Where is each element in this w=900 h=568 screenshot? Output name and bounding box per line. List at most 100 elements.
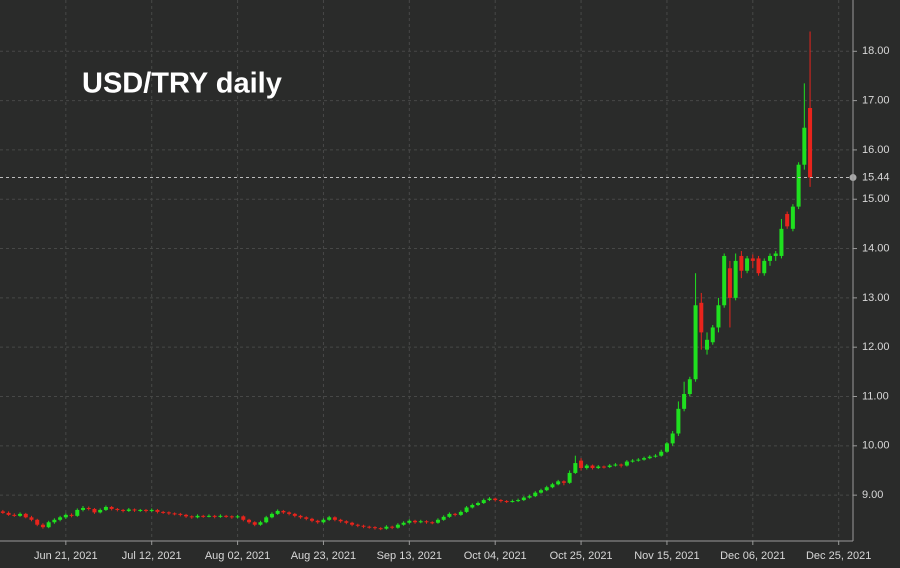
candle-body xyxy=(235,516,240,518)
candle-body xyxy=(201,515,206,517)
candle-body xyxy=(785,214,790,227)
candle-body xyxy=(481,500,486,504)
candle-body xyxy=(224,515,229,517)
candle-body xyxy=(756,258,761,274)
candle-body xyxy=(241,516,246,520)
candle-body xyxy=(601,466,606,468)
candle-body xyxy=(476,503,481,505)
candle-body xyxy=(407,520,412,523)
candle-body xyxy=(498,500,503,502)
candle-body xyxy=(561,481,566,483)
candle-body xyxy=(69,514,74,516)
grid xyxy=(0,0,857,545)
candle-body xyxy=(424,521,429,523)
candle-body xyxy=(596,466,601,469)
candle-body xyxy=(338,519,343,522)
candle-body xyxy=(750,258,755,261)
candle-body xyxy=(361,525,366,527)
y-tick-label: 16.00 xyxy=(862,144,890,156)
candle-body xyxy=(510,501,515,503)
candle-body xyxy=(733,260,738,298)
candle-body xyxy=(619,464,624,466)
chart-title: USD/TRY daily xyxy=(82,68,282,100)
candle-body xyxy=(705,339,710,350)
candle-body xyxy=(23,513,28,518)
candle-body xyxy=(796,164,801,207)
candle-body xyxy=(132,509,137,511)
y-tick-label: 11.00 xyxy=(862,390,889,402)
candle-body xyxy=(372,527,377,529)
candle-body xyxy=(579,460,584,469)
candle-body xyxy=(344,521,349,523)
candle-body xyxy=(642,458,647,460)
x-tick-label: Aug 23, 2021 xyxy=(291,550,356,562)
candle-body xyxy=(35,519,40,525)
candle-body xyxy=(464,507,469,512)
candle-body xyxy=(321,519,326,523)
candle-body xyxy=(332,517,337,520)
candle-body xyxy=(516,500,521,502)
candle-body xyxy=(155,509,160,512)
x-tick-label: Jun 21, 2021 xyxy=(34,550,98,562)
candle-body xyxy=(613,464,618,466)
candle-body xyxy=(590,465,595,469)
candle-body xyxy=(252,522,257,525)
candle-body xyxy=(258,522,263,525)
candle-body xyxy=(350,522,355,525)
candle-body xyxy=(710,327,715,343)
candle-body xyxy=(790,206,795,229)
candle-body xyxy=(441,516,446,520)
candle-body xyxy=(275,510,280,514)
candle-body xyxy=(413,520,418,523)
candle-body xyxy=(521,497,526,501)
candle-body xyxy=(447,513,452,517)
candle-body xyxy=(229,516,234,518)
candle-body xyxy=(367,526,372,528)
x-tick-label: Nov 15, 2021 xyxy=(634,550,699,562)
candle-body xyxy=(670,433,675,444)
candle-body xyxy=(378,528,383,530)
candle-body xyxy=(487,498,492,501)
candle-body xyxy=(18,513,23,516)
candle-body xyxy=(687,379,692,395)
candle-body xyxy=(727,268,732,298)
candle-body xyxy=(149,509,154,511)
candle-body xyxy=(682,394,687,409)
candle-body xyxy=(304,517,309,519)
candle-body xyxy=(184,514,189,517)
candle-body xyxy=(699,302,704,333)
candle-body xyxy=(75,509,80,516)
x-tick-label: Dec 25, 2021 xyxy=(806,550,871,562)
candle-body xyxy=(647,456,652,459)
x-tick-label: Aug 02, 2021 xyxy=(205,550,270,562)
candle-body xyxy=(121,509,126,511)
candle-body xyxy=(46,522,51,528)
candle-body xyxy=(195,515,200,518)
candle-body xyxy=(556,481,561,485)
candle-body xyxy=(92,508,97,513)
candle-body xyxy=(779,228,784,256)
candle-body xyxy=(418,521,423,523)
candle-body xyxy=(0,511,5,513)
candle-body xyxy=(172,513,177,515)
candle-body xyxy=(103,506,108,510)
x-tick-label: Oct 04, 2021 xyxy=(464,550,527,562)
candle-body xyxy=(315,520,320,523)
candle-body xyxy=(287,512,292,514)
candle-body xyxy=(98,509,103,513)
y-tick-label: 17.00 xyxy=(862,95,890,107)
candle-body xyxy=(630,460,635,462)
candle-body xyxy=(624,461,629,466)
candle-body xyxy=(29,517,34,520)
candle-body xyxy=(762,260,767,274)
candle-body xyxy=(395,524,400,528)
candle-body xyxy=(212,515,217,517)
candle-body xyxy=(58,517,63,520)
y-tick-label: 14.00 xyxy=(862,242,890,254)
candle-body xyxy=(739,255,744,271)
last-price-label: 15.44 xyxy=(862,171,890,183)
candle-body xyxy=(470,504,475,508)
y-tick-label: 13.00 xyxy=(862,292,890,304)
